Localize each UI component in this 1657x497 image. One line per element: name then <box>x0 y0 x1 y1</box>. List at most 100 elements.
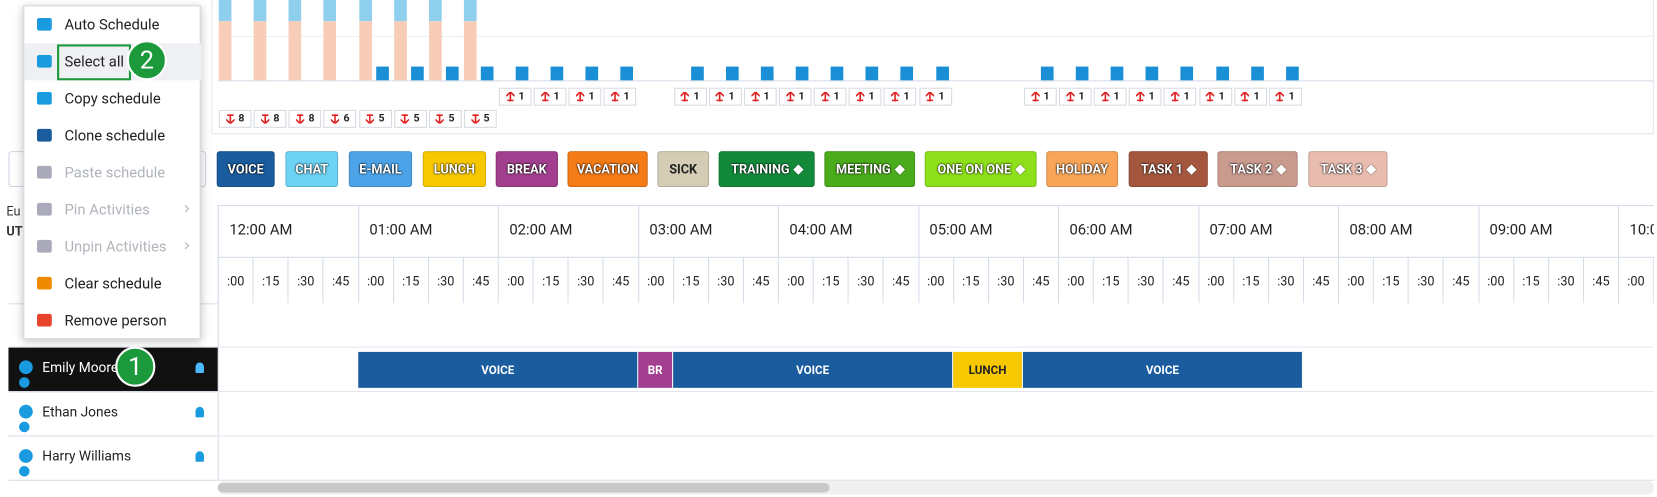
under-badge: 5 <box>463 109 497 128</box>
coverage-square <box>1250 66 1264 81</box>
coverage-square <box>725 66 739 81</box>
over-badge: 1 <box>498 87 532 106</box>
scroll-thumb[interactable] <box>217 482 830 493</box>
quarter-label: :00 <box>1617 256 1653 304</box>
schedule-block[interactable]: BR <box>638 351 674 388</box>
quarter-label: :15 <box>532 256 568 304</box>
menu-item: Pin Activities <box>24 191 202 228</box>
arrow-icon <box>470 114 480 124</box>
timezone-text: Eu <box>6 203 21 219</box>
activity-button[interactable]: VACATION <box>567 151 648 188</box>
activity-button[interactable]: HOLIDAY <box>1046 151 1119 188</box>
person-row[interactable]: Harry Williams <box>8 436 218 481</box>
activity-button[interactable]: TASK 2 <box>1217 151 1298 188</box>
quarter-label: :00 <box>777 256 813 304</box>
menu-item[interactable]: Remove person <box>24 302 202 339</box>
help-icon <box>19 449 33 463</box>
badge-value: 1 <box>1288 90 1295 103</box>
activity-button[interactable]: BREAK <box>495 151 558 188</box>
coverage-square <box>1075 66 1089 81</box>
menu-item[interactable]: Clone schedule <box>24 117 202 154</box>
person-name: Emily Moore <box>42 360 119 377</box>
callout: 1 <box>115 346 156 387</box>
quarter-label: :15 <box>812 256 848 304</box>
quarter-label: :30 <box>987 256 1023 304</box>
badge-value: 1 <box>1043 90 1050 103</box>
menu-item[interactable]: Clear schedule <box>24 265 202 302</box>
help-icon <box>19 404 33 419</box>
activity-label: TASK 2 <box>1230 161 1273 177</box>
person-row[interactable]: Emily Moore <box>8 347 218 393</box>
context-menu: Auto Schedule Select all Copy schedule Clon… <box>23 5 202 340</box>
quarter-label: :45 <box>1162 256 1198 304</box>
activity-button[interactable]: LUNCH <box>422 151 487 188</box>
arrow-icon <box>435 114 445 124</box>
over-badge: 1 <box>533 87 567 106</box>
pin-icon <box>1366 163 1377 175</box>
activity-button[interactable]: E-MAIL <box>348 151 413 188</box>
coverage-square <box>1215 66 1229 81</box>
schedule-block[interactable]: VOICE <box>358 351 639 388</box>
activity-label: TASK 3 <box>1320 161 1363 177</box>
coverage-square <box>1285 66 1299 81</box>
menu-label: Remove person <box>64 312 167 330</box>
over-badge: 1 <box>848 87 882 106</box>
coverage-bar <box>323 0 337 22</box>
menu-item[interactable]: Select all <box>24 43 202 81</box>
quarter-label: :30 <box>1547 256 1583 304</box>
quarter-label: :15 <box>1652 256 1654 304</box>
activity-button[interactable]: CHAT <box>285 151 339 188</box>
person-name: Ethan Jones <box>42 404 118 421</box>
arrow-icon <box>1100 91 1110 102</box>
quarter-label: :15 <box>1372 256 1408 304</box>
arrow-icon <box>925 91 935 102</box>
over-badge: 1 <box>568 87 602 106</box>
submenu-chevron <box>181 241 190 250</box>
over-badge: 1 <box>1058 87 1092 106</box>
quarter-label: :30 <box>427 256 463 304</box>
badge-value: 1 <box>588 90 595 103</box>
activity-button[interactable]: ONE ON ONE <box>924 151 1037 188</box>
grid-row-line <box>217 435 1654 437</box>
arrow-icon <box>540 91 550 102</box>
quarter-label: :45 <box>322 256 358 304</box>
activity-button[interactable]: TASK 3 <box>1308 151 1388 188</box>
activity-button[interactable]: VOICE <box>216 151 275 188</box>
schedule-block[interactable]: VOICE <box>673 351 954 388</box>
schedule-block[interactable]: VOICE <box>1022 351 1303 388</box>
person-row[interactable]: Ethan Jones <box>8 392 218 437</box>
activity-label: SICK <box>669 161 698 177</box>
activity-button[interactable]: MEETING <box>824 151 916 188</box>
grid-row-line <box>217 346 1654 348</box>
activity-button[interactable]: TASK 1 <box>1128 151 1208 188</box>
quarter-label: :15 <box>1232 256 1268 304</box>
activity-button[interactable]: TRAINING <box>718 151 815 188</box>
menu-item[interactable]: Auto Schedule <box>24 6 202 43</box>
coverage-bar <box>218 21 232 81</box>
badge-value: 1 <box>1078 90 1085 103</box>
arrow-icon <box>1135 91 1145 102</box>
menu-icon <box>36 128 52 142</box>
quarter-label: :00 <box>1197 256 1233 304</box>
quarter-label: :30 <box>1267 256 1303 304</box>
over-badge: 1 <box>1163 87 1197 106</box>
grid-row-line <box>217 479 1654 481</box>
activity-button[interactable]: SICK <box>657 151 710 188</box>
quarter-label: :00 <box>357 256 393 304</box>
status-dot <box>19 377 30 388</box>
quarter-label: :15 <box>252 256 288 304</box>
arrow-icon <box>680 91 690 102</box>
menu-icon <box>36 54 52 68</box>
quarter-label: :00 <box>497 256 533 304</box>
coverage-bar <box>288 0 302 22</box>
hour-label: 12:00 AM <box>217 205 358 257</box>
coverage-bar <box>428 0 442 22</box>
schedule-block[interactable]: LUNCH <box>953 351 1023 388</box>
arrow-icon <box>820 91 830 102</box>
badge-value: 1 <box>693 90 700 103</box>
menu-item[interactable]: Copy schedule <box>24 80 202 117</box>
quarter-label: :00 <box>1477 256 1513 304</box>
activity-label: TRAINING <box>731 161 790 177</box>
arrow-icon <box>1065 91 1075 102</box>
over-badge: 1 <box>813 87 847 106</box>
